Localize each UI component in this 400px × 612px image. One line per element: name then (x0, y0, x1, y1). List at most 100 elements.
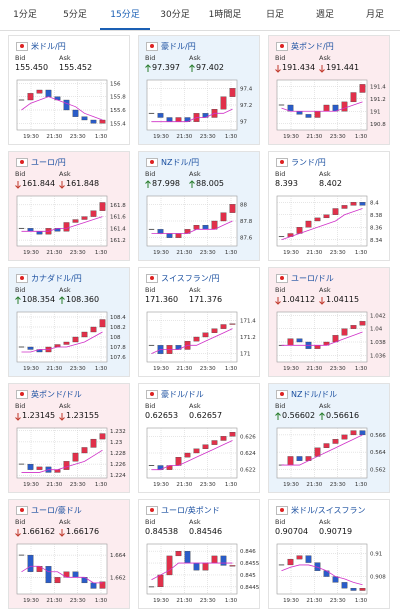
x-tick-label: 1:30 (355, 250, 368, 256)
moving-average (151, 108, 233, 123)
candle (229, 432, 236, 437)
tab[interactable]: 月足 (365, 10, 384, 20)
tab[interactable]: 1分足 (13, 10, 37, 20)
pair-name: ユーロ/豪ドル (31, 506, 82, 515)
ask-label: Ask (59, 170, 71, 178)
bid-label: Bid (15, 170, 26, 178)
y-tick-label: 97.4 (240, 86, 253, 92)
rate-card[interactable]: 英ポンド/ドル Bid Ask 1.23145 1.23155 1.232 1.23 1.22… (8, 383, 130, 493)
candle (193, 336, 200, 342)
rate-card[interactable]: ユーロ/英ポンド Bid Ask 0.84538 0.84546 0.846 0.8455 0… (138, 499, 260, 609)
candle (63, 222, 70, 232)
bid-label: Bid (145, 402, 156, 410)
x-tick-label: 23:30 (70, 250, 86, 256)
ask-label: Ask (189, 518, 201, 526)
candle (45, 89, 52, 97)
flag-icon (146, 390, 158, 399)
pair-name: 英ポンド/円 (291, 42, 334, 51)
rate-card[interactable]: 米ドル/円 Bid Ask 155.450 155.452 156 155.8 155.6 15… (8, 35, 130, 145)
bid-label: Bid (145, 170, 156, 178)
tab[interactable]: 1時間足 (208, 10, 242, 20)
x-tick-label: 21:30 (176, 134, 192, 140)
rate-card[interactable]: スイスフラン/円 Bid Ask 171.360 171.376 171.4 171.2 17… (138, 267, 260, 377)
trend-arrow (145, 64, 151, 72)
rate-card[interactable]: ユーロ/ドル Bid Ask 1.04112 1.04115 1.042 1.04 1.038… (268, 267, 390, 377)
candle (36, 89, 43, 94)
rate-card[interactable]: NZドル/円 Bid Ask 87.998 88.005 88 87.8 87.6 19:30 2… (138, 151, 260, 261)
candle (305, 220, 312, 228)
x-tick-label: 19:30 (283, 482, 299, 488)
ask-label: Ask (189, 54, 201, 62)
bid-value: 8.393 (275, 179, 298, 188)
ask-label: Ask (189, 402, 201, 410)
candle (36, 231, 43, 235)
candle (27, 346, 34, 350)
rate-card[interactable]: NZドル/ドル Bid Ask 0.56602 0.56616 0.566 0.564 0.5… (268, 383, 390, 493)
tab[interactable]: 日足 (265, 10, 284, 20)
candle (202, 444, 209, 449)
x-tick-label: 19:30 (283, 250, 299, 256)
arrow-head (59, 296, 65, 300)
rate-card[interactable]: ランド/円 Bid Ask 8.393 8.402 8.4 8.38 8.36 8.34 19:3… (268, 151, 390, 261)
x-tick-label: 1:30 (355, 134, 368, 140)
tab[interactable]: 30分足 (160, 10, 190, 20)
y-tick-label: 1.04 (370, 327, 383, 333)
flag-icon (276, 390, 288, 399)
x-tick-label: 1:30 (225, 366, 238, 372)
y-tick-label: 0.8455 (240, 561, 260, 567)
x-tick-label: 19:30 (153, 366, 169, 372)
candle (350, 325, 357, 329)
pair-name: スイスフラン/円 (161, 274, 220, 283)
rate-card[interactable]: 豪ドル/ドル Bid Ask 0.62653 0.62657 0.626 0.624 0.62… (138, 383, 260, 493)
flag-icon (276, 158, 288, 167)
arrow-head (319, 301, 325, 305)
x-tick-label: 21:30 (176, 250, 192, 256)
rate-card[interactable]: 英ポンド/円 Bid Ask 191.434 191.441 191.4 191.2 191 1… (268, 35, 390, 145)
candle (202, 332, 209, 338)
candle (359, 430, 366, 436)
tab[interactable]: 15分足 (100, 0, 150, 30)
candle (220, 212, 227, 222)
rate-card[interactable]: 豪ドル/円 Bid Ask 97.397 97.402 97.4 97.2 97 19:30 21… (138, 35, 260, 145)
bid-value: 1.04112 (282, 295, 316, 304)
trend-arrow (59, 529, 65, 537)
candle (81, 116, 88, 121)
arrow-head (319, 69, 325, 73)
candle (184, 452, 191, 458)
arrow-head (189, 64, 195, 68)
x-tick-label: 23:30 (330, 134, 346, 140)
tab[interactable]: 5分足 (63, 10, 87, 20)
candle (359, 588, 366, 591)
tab[interactable]: 週足 (315, 10, 334, 20)
rate-card[interactable]: 米ドル/スイスフラン Bid Ask 0.90704 0.90719 0.91 0.908 1… (268, 499, 390, 609)
candle (99, 202, 106, 211)
pair-name: 英ポンド/ドル (31, 390, 82, 399)
y-tick-label: 97 (240, 120, 247, 126)
mini-chart: 156 155.8 155.6 155.4 19:30 21:30 23:30 1:30 (16, 79, 126, 140)
y-tick-label: 0.908 (370, 575, 386, 581)
y-tick-label: 161.2 (110, 238, 126, 244)
mini-chart: 108.4 108.2 108 107.8 107.6 19:30 21:30 23:30 1:… (16, 311, 126, 372)
y-tick-label: 191.2 (370, 97, 386, 103)
x-tick-label: 19:30 (153, 250, 169, 256)
flag-icon (146, 158, 158, 167)
candle (341, 434, 348, 440)
moving-average (151, 562, 233, 581)
x-tick-label: 19:30 (283, 598, 299, 604)
arrow-head (275, 301, 281, 305)
y-tick-label: 0.622 (240, 468, 256, 474)
bid-value: 0.62653 (145, 411, 179, 420)
pair-name: 米ドル/円 (31, 42, 66, 51)
rate-card[interactable]: カナダドル/円 Bid Ask 108.354 108.360 108.4 108.2 108… (8, 267, 130, 377)
moving-average (281, 101, 363, 112)
rate-card[interactable]: ユーロ/豪ドル Bid Ask 1.66162 1.66176 1.664 1.662 19:… (8, 499, 130, 609)
candle (314, 345, 321, 349)
bid-value: 1.23145 (22, 411, 56, 420)
moving-average (281, 564, 363, 586)
bid-label: Bid (15, 286, 26, 294)
candle (45, 566, 52, 584)
rate-card[interactable]: ユーロ/円 Bid Ask 161.844 161.848 161.8 161.6 161.4… (8, 151, 130, 261)
candle (90, 119, 97, 124)
y-tick-label: 0.566 (370, 433, 386, 439)
